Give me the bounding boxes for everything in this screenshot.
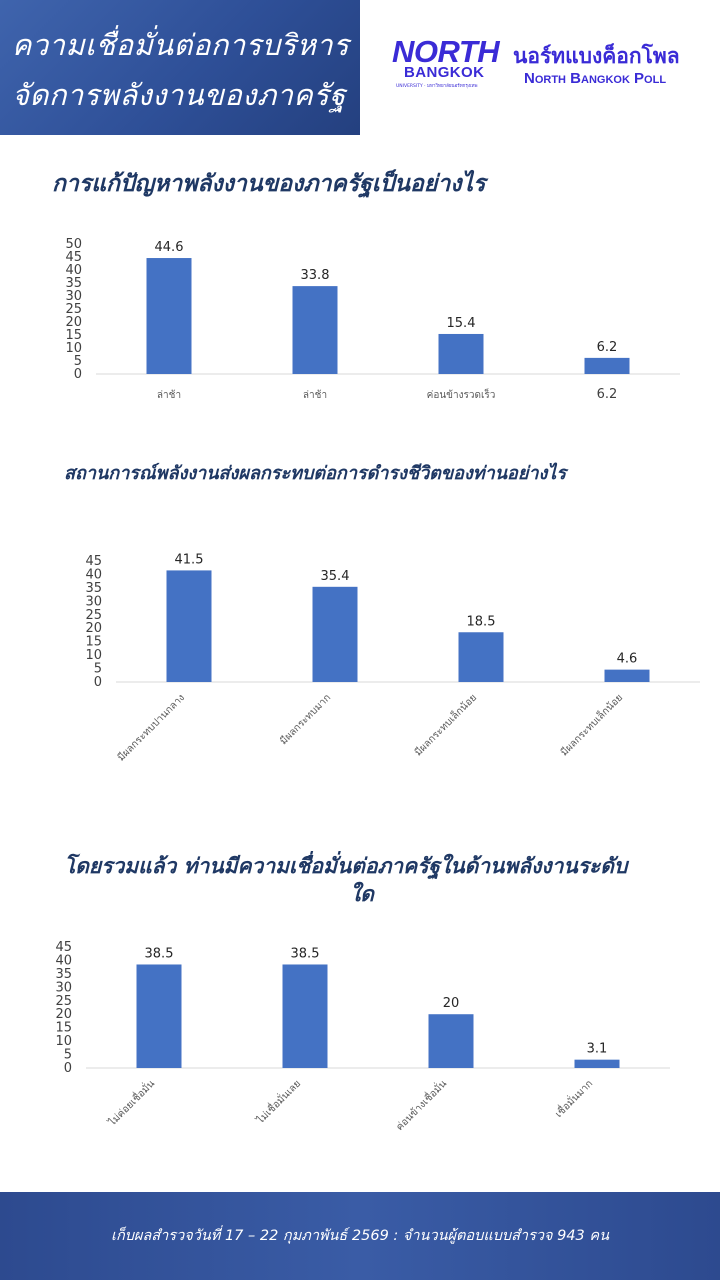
chart1-category-label: ล่าช้า [303,389,327,401]
poll-name-thai: นอร์ทแบงค็อกโพล [513,44,680,68]
chart1-bar [292,286,338,374]
logo-bangkok-text: BANGKOK [404,64,485,81]
chart1-data-label: 44.6 [155,240,184,255]
chart3-category-label: ไม่เชื่อมั่นเลย [252,1076,303,1127]
logo-north-text: NORTH [392,34,500,69]
chart1-ytick-label: 0 [74,367,82,382]
chart2-category-label: มีผลกระทบปานกลาง [115,692,187,764]
header-title-line1: ความเชื่อมั่นต่อการบริหาร [12,28,350,62]
chart1-ytick-label: 10 [65,341,82,356]
chart1-ytick-label: 40 [65,263,82,278]
chart1-category-label: 6.2 [597,387,618,402]
chart1-ytick-label: 15 [65,328,82,343]
chart2-data-label: 18.5 [467,614,496,629]
chart2-bar [604,669,650,682]
chart2-category-label: มีผลกระทบมาก [278,692,334,748]
header-band: ความเชื่อมั่นต่อการบริหาร จัดการพลังงานข… [0,0,360,135]
chart3-ytick-label: 0 [64,1061,72,1076]
chart3-data-label: 20 [443,996,460,1011]
chart1-bar [584,357,630,374]
chart3-category-label: ไม่ค่อยเชื่อมั่น [104,1076,157,1129]
chart1-data-label: 6.2 [597,340,618,355]
chart2-ytick-label: 35 [85,581,102,596]
chart3-bar [282,964,328,1068]
chart2-ytick-label: 5 [94,662,102,677]
chart1-ytick-label: 45 [65,250,82,265]
chart3-bar [136,964,182,1068]
chart1-ytick-label: 25 [65,302,82,317]
chart2-ytick-label: 10 [85,648,102,663]
chart3-data-label: 38.5 [291,946,320,961]
chart1-ytick-label: 30 [65,289,82,304]
north-bangkok-logo: NORTH BANGKOK UNIVERSITY · มหาวิทยาลัยนอ… [392,36,502,92]
chart1-category-label: ค่อนข้างรวดเร็ว [427,387,496,401]
chart3-data-label: 3.1 [587,1042,608,1057]
chart3-bar [428,1014,474,1068]
chart1-bar [438,333,484,374]
chart3-ytick-label: 30 [55,980,72,995]
chart2-ytick-label: 0 [94,675,102,690]
chart3-ytick-label: 25 [55,994,72,1009]
chart3-ytick-label: 10 [55,1034,72,1049]
chart2-data-label: 35.4 [321,569,350,584]
chart1-ytick-label: 50 [65,237,82,252]
chart1-category-label: ล่าช้า [157,389,181,401]
chart2-data-label: 41.5 [175,552,204,567]
chart1-title: การแก้ปัญหาพลังงานของภาครัฐเป็นอย่างไร [52,171,486,197]
chart2-ytick-label: 15 [85,635,102,650]
chart3-ytick-label: 15 [55,1021,72,1036]
chart1-data-label: 15.4 [447,316,476,331]
chart3-ytick-label: 5 [64,1048,72,1063]
chart2-category-label: มีผลกระทบเล็กน้อย [411,690,479,758]
chart3-bar [574,1059,620,1068]
chart2-title: สถานการณ์พลังงานส่งผลกระทบต่อการดำรงชีวิ… [64,463,567,484]
chart3-ytick-label: 35 [55,967,72,982]
chart3-ytick-label: 20 [55,1007,72,1022]
chart3-title-line1: โดยรวมแล้ว ท่านมีความเชื่อมั่นต่อภาครัฐใ… [64,854,628,878]
chart2-ytick-label: 30 [85,594,102,609]
chart3-title-line2: ใด [350,882,374,906]
chart2-ytick-label: 45 [85,554,102,569]
chart3-ytick-label: 40 [55,953,72,968]
chart1-ytick-label: 5 [74,354,82,369]
poll-name-english: North Bangkok Poll [524,70,667,87]
chart2-category-label: มีผลกระทบเล็กน้อย [557,690,625,758]
chart3-category-label: ค่อนข้างเชื่อมั่น [392,1076,449,1133]
chart1-bar [146,258,192,374]
chart2-data-label: 4.6 [617,652,638,667]
header-title-line2: จัดการพลังงานของภาครัฐ [12,78,346,112]
chart2-bar [312,586,358,682]
footer-survey-info: เก็บผลสำรวจวันที่ 17 – 22 กุมภาพันธ์ 256… [110,1228,610,1244]
chart2-ytick-label: 40 [85,567,102,582]
chart2-ytick-label: 25 [85,608,102,623]
chart2-ytick-label: 20 [85,621,102,636]
chart3-data-label: 38.5 [145,946,174,961]
chart3-category-label: เชื่อมั่นมาก [551,1076,595,1120]
chart3-ytick-label: 45 [55,940,72,955]
chart2-bar [458,632,504,682]
chart1-ytick-label: 20 [65,315,82,330]
logo-university-text: UNIVERSITY · มหาวิทยาลัยนอร์ทกรุงเทพ [396,84,478,89]
chart1-ytick-label: 35 [65,276,82,291]
chart1-data-label: 33.8 [301,268,330,283]
footer-band: เก็บผลสำรวจวันที่ 17 – 22 กุมภาพันธ์ 256… [0,1192,720,1280]
chart2-bar [166,570,212,682]
